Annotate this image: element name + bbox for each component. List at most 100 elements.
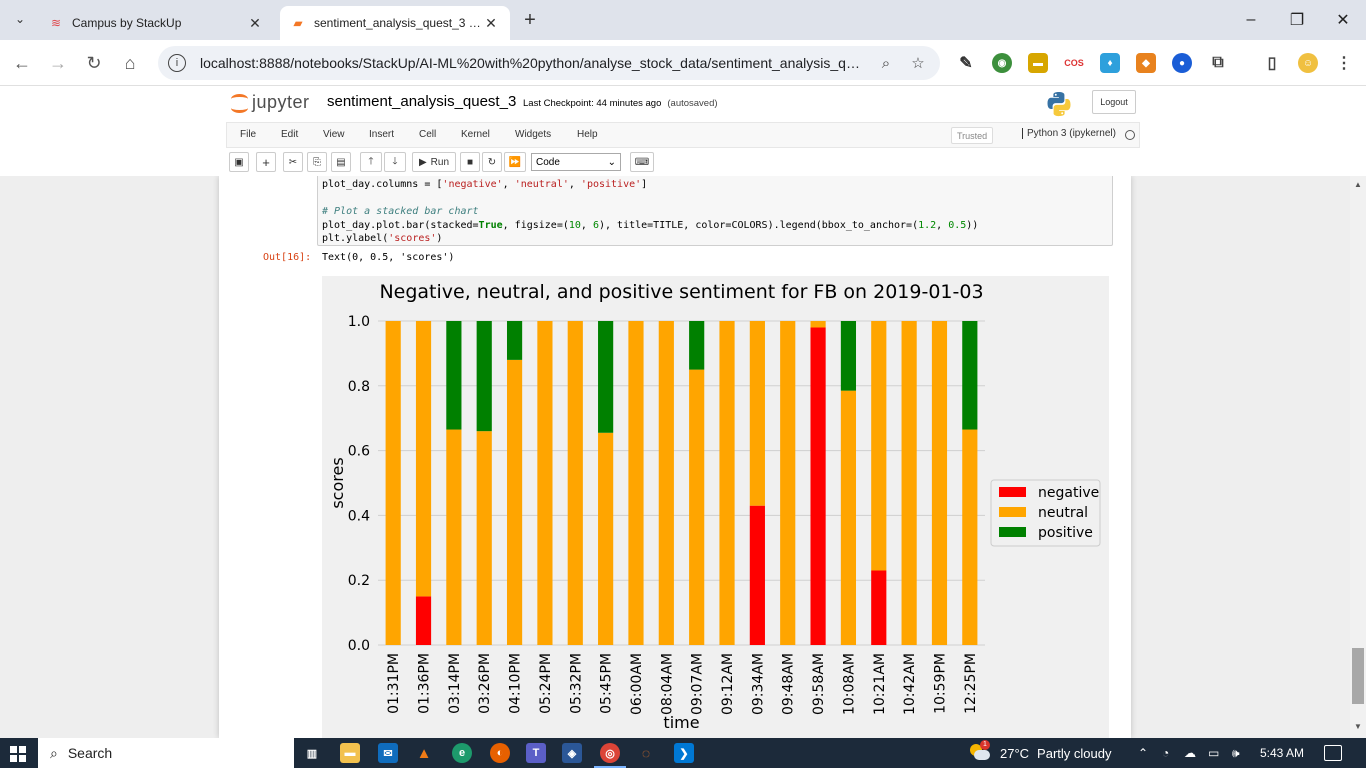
windows-start-icon[interactable] bbox=[10, 746, 26, 762]
jupyter-logo[interactable]: jupyter bbox=[230, 91, 310, 113]
edge-icon[interactable]: e bbox=[452, 743, 472, 763]
jupyter-app-icon[interactable]: ◌ bbox=[641, 745, 651, 761]
save-icon[interactable]: ▣ bbox=[229, 152, 249, 172]
menu-cell[interactable]: Cell bbox=[419, 129, 437, 140]
windows-taskbar: ⌕ Search ▥ ▬ ✉ ▲ e ◐ T ◈ ◎ ◌ ❯ 1 27°C Pa… bbox=[0, 738, 1366, 768]
stackup-favicon-icon: ≋ bbox=[50, 16, 62, 30]
notifications-icon[interactable] bbox=[1324, 745, 1342, 761]
checkpoint-status: Last Checkpoint: 44 minutes ago (autosave… bbox=[523, 98, 718, 109]
scroll-down-icon[interactable]: ▼ bbox=[1354, 722, 1362, 731]
file-explorer-icon[interactable]: ▬ bbox=[340, 743, 360, 763]
task-view-icon[interactable]: ▥ bbox=[306, 747, 318, 760]
onedrive-icon[interactable]: ☁ bbox=[1184, 746, 1196, 760]
menu-edit[interactable]: Edit bbox=[281, 129, 299, 140]
menu-file[interactable]: File bbox=[240, 129, 257, 140]
bar-neutral bbox=[749, 321, 765, 506]
volume-icon[interactable]: 🕪 bbox=[1232, 746, 1240, 760]
menu-kernel[interactable]: Kernel bbox=[461, 129, 490, 140]
shield-app-icon[interactable]: ◈ bbox=[562, 743, 582, 763]
circle-extension-icon[interactable]: ● bbox=[1172, 53, 1192, 73]
run-button[interactable]: ▶ Run bbox=[412, 152, 456, 172]
taskbar-search[interactable]: ⌕ Search bbox=[38, 738, 294, 768]
bar-neutral bbox=[567, 321, 583, 645]
logout-button[interactable]: Logout bbox=[1092, 90, 1136, 114]
close-tab-icon[interactable]: ✕ bbox=[485, 14, 497, 31]
restore-icon[interactable]: ❐ bbox=[1289, 12, 1305, 29]
x-tick-label: 09:58AM bbox=[811, 653, 827, 715]
copy-icon[interactable]: ⎘ bbox=[307, 152, 327, 172]
menu-widgets[interactable]: Widgets bbox=[515, 129, 552, 140]
menu-view[interactable]: View bbox=[323, 129, 345, 140]
address-bar[interactable]: i localhost:8888/notebooks/StackUp/AI-ML… bbox=[158, 46, 940, 80]
move-up-icon[interactable]: 🡑 bbox=[360, 152, 382, 172]
firefox-icon[interactable]: ◐ bbox=[490, 743, 510, 763]
close-tab-icon[interactable]: ✕ bbox=[249, 14, 261, 31]
folder-extension-icon[interactable]: ▬ bbox=[1028, 53, 1048, 73]
bar-neutral bbox=[901, 321, 917, 645]
weather-temp: 27°C bbox=[1000, 745, 1030, 761]
tab-campus-stackup[interactable]: ≋ Campus by StackUp ✕ bbox=[38, 6, 274, 40]
url-text[interactable]: localhost:8888/notebooks/StackUp/AI-ML%2… bbox=[200, 55, 866, 71]
zoom-icon[interactable]: ⌕ bbox=[881, 54, 891, 72]
home-icon[interactable]: ⌂ bbox=[124, 52, 136, 73]
scroll-up-icon[interactable]: ▲ bbox=[1354, 180, 1362, 189]
trusted-indicator[interactable]: Trusted bbox=[951, 127, 994, 144]
metamask-fox-icon[interactable]: ◆ bbox=[1136, 53, 1156, 73]
forward-icon[interactable]: → bbox=[49, 52, 67, 73]
restart-run-all-icon[interactable]: ⏩ bbox=[504, 152, 526, 172]
notebook-favicon-icon: ▰ bbox=[293, 16, 303, 30]
bar-positive bbox=[598, 321, 614, 433]
chrome-menu-icon[interactable]: ⋮ bbox=[1336, 55, 1352, 72]
extensions-puzzle-icon[interactable]: ⧉ bbox=[1212, 54, 1224, 71]
bar-neutral bbox=[598, 432, 614, 645]
autosave-text: (autosaved) bbox=[667, 98, 718, 109]
new-tab-button[interactable]: + bbox=[524, 8, 536, 31]
menu-help[interactable]: Help bbox=[577, 129, 598, 140]
notebook-name[interactable]: sentiment_analysis_quest_3 bbox=[327, 93, 517, 110]
insert-cell-icon[interactable]: + bbox=[256, 152, 276, 172]
battery-icon[interactable]: ▭ bbox=[1208, 746, 1220, 760]
globe-extension-icon[interactable]: ◉ bbox=[992, 53, 1012, 73]
cut-icon[interactable]: ✂ bbox=[283, 152, 303, 172]
tab-sentiment-notebook[interactable]: ▰ sentiment_analysis_quest_3 - Ju ✕ bbox=[280, 6, 510, 40]
vlc-icon[interactable]: ▲ bbox=[416, 744, 432, 762]
profile-avatar[interactable]: ☺ bbox=[1298, 53, 1318, 73]
back-icon[interactable]: ← bbox=[13, 52, 31, 73]
teams-icon[interactable]: T bbox=[526, 743, 546, 763]
interrupt-icon[interactable]: ■ bbox=[460, 152, 480, 172]
kernel-name[interactable]: Python 3 (ipykernel) bbox=[1022, 128, 1116, 139]
minimize-icon[interactable]: – bbox=[1246, 11, 1256, 28]
cos-extension-icon[interactable]: COS bbox=[1064, 58, 1084, 68]
show-hidden-icons-icon[interactable]: ⌃ bbox=[1138, 746, 1149, 760]
scrollbar-thumb[interactable] bbox=[1352, 648, 1364, 704]
code-cell-input[interactable]: plot_day.columns = ['negative', 'neutral… bbox=[317, 176, 1113, 246]
close-window-icon[interactable]: ✕ bbox=[1336, 12, 1350, 29]
x-tick-label: 04:10PM bbox=[508, 653, 524, 714]
cell-type-select[interactable]: Code ⌄ bbox=[531, 153, 621, 171]
bar-positive bbox=[840, 321, 857, 391]
bookmark-star-icon[interactable]: ☆ bbox=[911, 55, 925, 72]
code-line-4: plot_day.plot.bar(stacked=True, figsize=… bbox=[322, 219, 979, 231]
taskbar-clock[interactable]: 5:43 AM bbox=[1260, 746, 1305, 760]
menu-insert[interactable]: Insert bbox=[369, 129, 395, 140]
tab-search-chevron-icon[interactable]: ⌄ bbox=[14, 12, 26, 26]
site-info-icon[interactable]: i bbox=[168, 54, 186, 72]
mail-icon[interactable]: ✉ bbox=[378, 743, 398, 763]
network-icon[interactable]: ◔ bbox=[1162, 746, 1170, 760]
bulb-extension-icon[interactable]: ♦ bbox=[1100, 53, 1120, 73]
command-palette-icon[interactable]: ⌨ bbox=[630, 152, 654, 172]
chrome-icon[interactable]: ◎ bbox=[594, 743, 626, 768]
paste-icon[interactable]: ▤ bbox=[331, 152, 351, 172]
bar-positive bbox=[506, 321, 523, 360]
page-scrollbar[interactable]: ▲ ▼ bbox=[1350, 176, 1366, 738]
side-panel-icon[interactable]: ▯ bbox=[1267, 55, 1277, 72]
notebook-toolbar: ▣ + ✂ ⎘ ▤ 🡑 🡓 ▶ Run ■ ↻ ⏩ Code ⌄ ⌨ bbox=[226, 150, 1140, 174]
weather-widget[interactable]: 1 27°C Partly cloudy bbox=[968, 740, 1111, 762]
reload-icon[interactable]: ↻ bbox=[86, 52, 102, 73]
vscode-icon[interactable]: ❯ bbox=[674, 743, 694, 763]
bar-negative bbox=[871, 570, 887, 645]
x-tick-label: 12:25PM bbox=[963, 653, 979, 714]
move-down-icon[interactable]: 🡓 bbox=[384, 152, 406, 172]
restart-icon[interactable]: ↻ bbox=[482, 152, 502, 172]
pen-extension-icon[interactable]: ✎ bbox=[959, 55, 973, 72]
